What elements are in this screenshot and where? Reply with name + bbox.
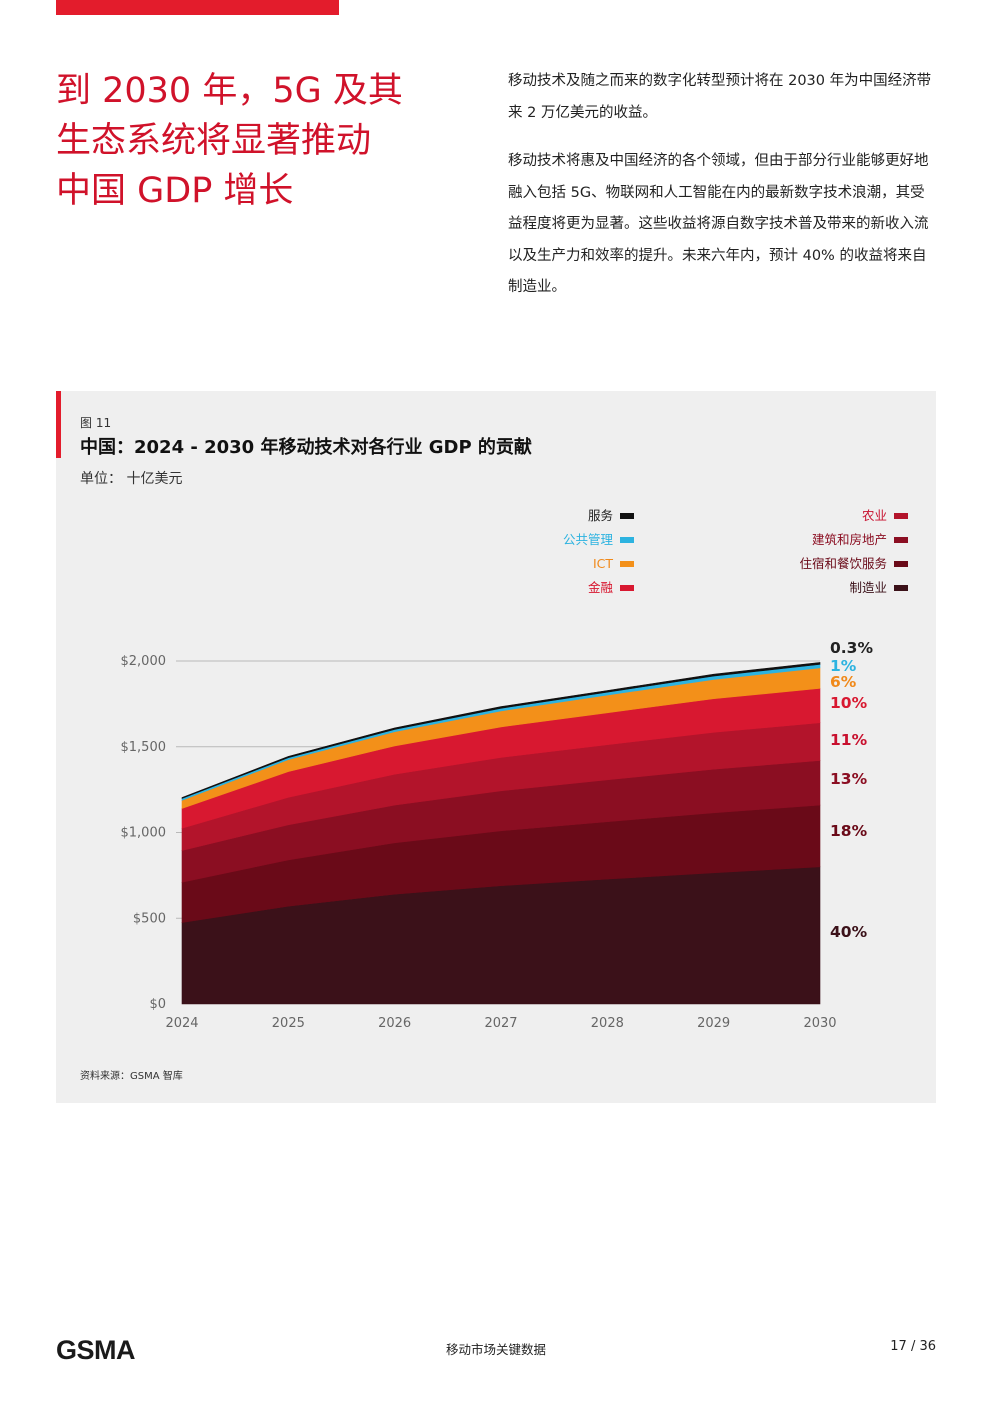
x-tick-label-2029: 2029 — [697, 1016, 730, 1031]
intro-text: 移动技术及随之而来的数字化转型预计将在 2030 年为中国经济带来 2 万亿美元… — [508, 66, 936, 321]
legend-label: 服务 — [587, 507, 613, 523]
legend-item-series-4: 金融 — [588, 579, 634, 595]
legend-label: 公共管理 — [562, 531, 613, 547]
y-tick-label-0: $0 — [149, 997, 166, 1012]
figure-panel: 图 11 中国：2024 - 2030 年移动技术对各行业 GDP 的贡献 单位… — [56, 391, 936, 1103]
x-tick-label-2028: 2028 — [591, 1016, 624, 1031]
legend-item-series-1: 住宿和餐饮服务 — [799, 555, 908, 571]
legend-swatch — [894, 512, 908, 519]
legend-item-series-7: 服务 — [588, 507, 634, 523]
top-accent-bar — [56, 0, 339, 15]
stacked-area-chart: $0 $500 $1,000 $1,500 $2,000 2024 2025 2026 2027… — [121, 639, 874, 1031]
share-label-series-1: 18% — [830, 822, 868, 840]
x-tick-label-2027: 2027 — [484, 1016, 517, 1031]
figure-title: 中国：2024 - 2030 年移动技术对各行业 GDP 的贡献 — [80, 437, 532, 458]
x-tick-label-2024: 2024 — [165, 1016, 198, 1031]
legend-label: 建筑和房地产 — [811, 531, 887, 547]
y-tick-label-3: $1,500 — [121, 740, 167, 755]
legend-label: ICT — [592, 555, 613, 571]
legend-swatch — [620, 560, 634, 567]
share-label-series-3: 11% — [830, 731, 868, 749]
gsma-logo: GSMA — [56, 1335, 136, 1365]
page-headline: 到 2030 年，5G 及其 生态系统将显著推动 中国 GDP 增长 — [56, 66, 456, 216]
footer-title: 移动市场关键数据 — [445, 1342, 546, 1357]
share-label-series-4: 10% — [830, 694, 868, 712]
legend-item-series-3: 农业 — [862, 507, 908, 523]
legend-item-series-6: 公共管理 — [563, 531, 634, 547]
share-label-series-7: 0.3% — [830, 639, 873, 657]
legend-swatch — [620, 536, 634, 543]
legend-item-series-5: ICT — [593, 555, 634, 571]
headline-line-3: 中国 GDP 增长 — [56, 171, 294, 211]
figure-unit: 单位： 十亿美元 — [80, 471, 183, 487]
legend-label: 制造业 — [849, 579, 887, 595]
page-number: 17 / 36 — [890, 1339, 936, 1354]
figure-source: 资料来源：GSMA 智库 — [80, 1071, 183, 1082]
headline-line-1: 到 2030 年，5G 及其 — [56, 71, 403, 111]
legend-item-series-2: 建筑和房地产 — [812, 531, 908, 547]
share-label-series-5: 6% — [830, 673, 857, 691]
intro-paragraph-2: 移动技术将惠及中国经济的各个领域，但由于部分行业能够更好地融入包括 5G、物联网… — [508, 153, 929, 295]
figure-number: 图 11 — [80, 416, 112, 430]
legend-swatch — [894, 584, 908, 591]
intro-paragraph-1: 移动技术及随之而来的数字化转型预计将在 2030 年为中国经济带来 2 万亿美元… — [508, 73, 932, 121]
legend-label: 住宿和餐饮服务 — [799, 555, 887, 571]
legend-swatch — [620, 584, 634, 591]
legend-label: 农业 — [861, 507, 887, 523]
legend-swatch — [620, 512, 634, 519]
x-tick-label-2026: 2026 — [378, 1016, 411, 1031]
figure-accent-bar — [56, 391, 61, 458]
y-tick-label-1: $500 — [133, 911, 166, 926]
share-label-series-0: 40% — [830, 923, 868, 941]
y-tick-label-4: $2,000 — [121, 654, 167, 669]
legend-item-series-0: 制造业 — [849, 579, 908, 595]
headline-line-2: 生态系统将显著推动 — [56, 121, 372, 161]
share-label-series-2: 13% — [830, 770, 868, 788]
legend-swatch — [894, 536, 908, 543]
x-tick-label-2025: 2025 — [272, 1016, 305, 1031]
x-tick-label-2030: 2030 — [803, 1016, 836, 1031]
share-label-series-6: 1% — [830, 657, 857, 675]
area-series-7 — [181, 662, 821, 799]
y-tick-label-2: $1,000 — [121, 826, 167, 841]
legend-swatch — [894, 560, 908, 567]
legend-label: 金融 — [587, 579, 613, 595]
